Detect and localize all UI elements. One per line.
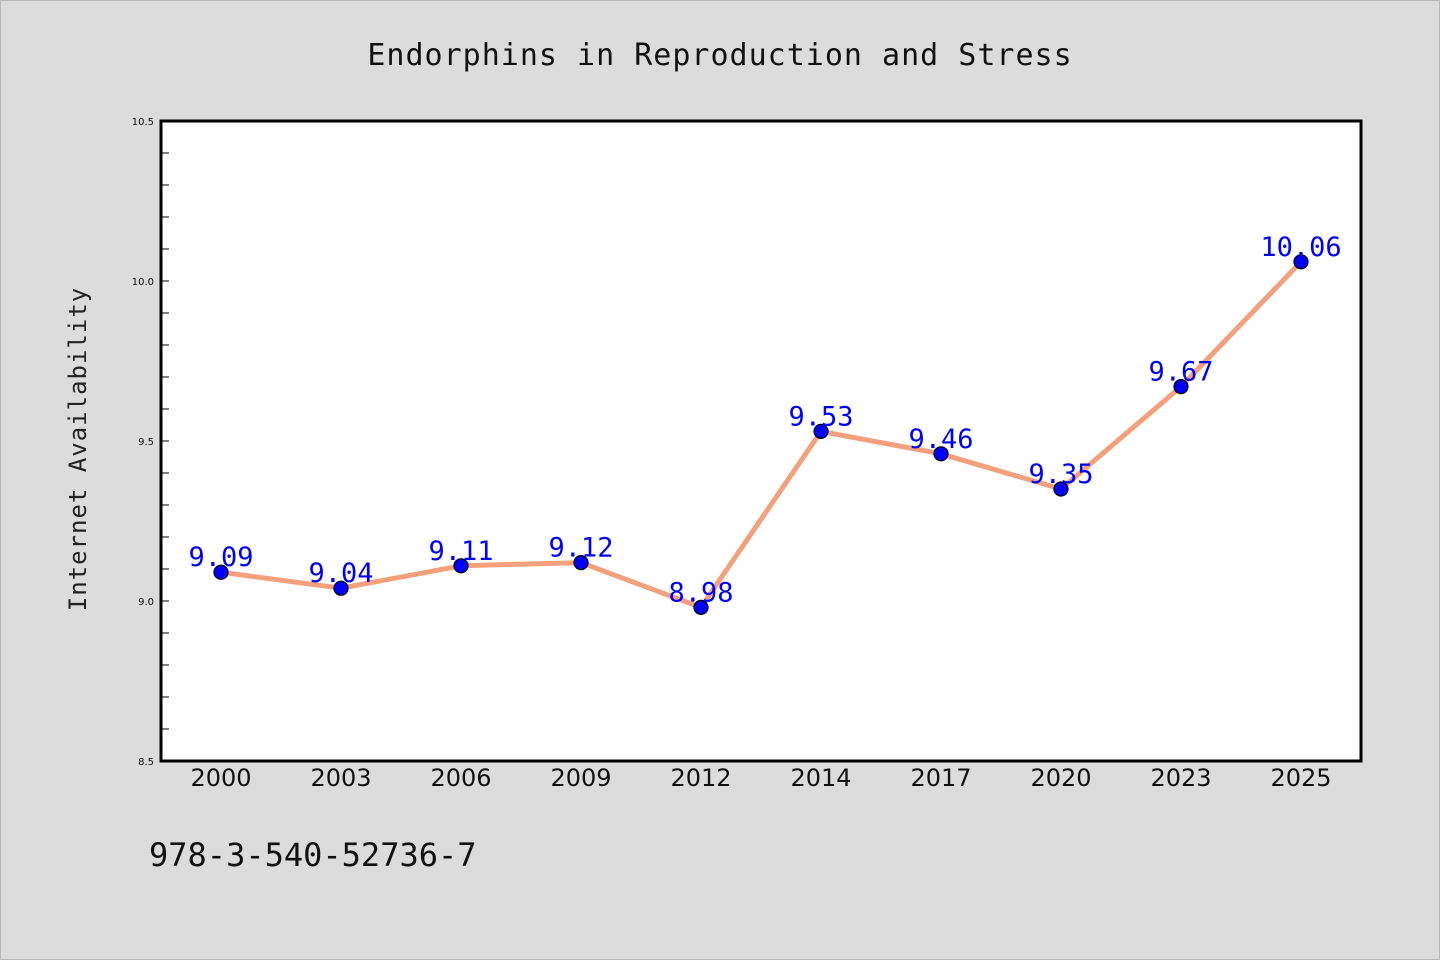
data-label: 10.06 xyxy=(1260,232,1341,263)
y-tick-label: 10.0 xyxy=(132,277,154,288)
data-point xyxy=(573,554,589,571)
data-point xyxy=(933,446,949,462)
data-point xyxy=(813,423,829,439)
data-label: 9.53 xyxy=(788,401,853,432)
x-tick-label: 2003 xyxy=(310,764,371,792)
x-tick-label: 2017 xyxy=(910,764,971,792)
data-point xyxy=(1053,481,1069,497)
data-markers xyxy=(213,254,1309,616)
footer-identifier: 978-3-540-52736-7 xyxy=(149,836,477,874)
x-tick-label: 2014 xyxy=(790,764,851,792)
y-tick-label: 9.5 xyxy=(138,437,154,448)
data-label: 8.98 xyxy=(668,577,733,608)
data-label: 9.04 xyxy=(308,558,373,589)
data-point xyxy=(1173,379,1189,395)
chart-title: Endorphins in Reproduction and Stress xyxy=(367,38,1072,73)
plot-area xyxy=(161,121,1361,761)
data-labels: 9.09 9.04 9.11 9.12 8.98 9.53 9.46 9.35 9.67 10.0… xyxy=(188,232,1341,609)
data-label: 9.67 xyxy=(1148,357,1213,388)
data-point xyxy=(453,558,469,574)
x-tick-label: 2020 xyxy=(1030,764,1091,792)
x-tick-label: 2023 xyxy=(1150,764,1211,792)
x-tick-label: 2000 xyxy=(190,764,251,792)
y-tick-label: 8.5 xyxy=(138,757,154,768)
y-axis-label: Internet Availability xyxy=(64,287,92,611)
data-label: 9.46 xyxy=(908,424,973,455)
x-tick-label: 2006 xyxy=(430,764,491,792)
plot-frame xyxy=(159,119,1363,763)
data-point xyxy=(213,564,229,580)
data-label: 9.35 xyxy=(1028,459,1093,490)
y-tick-label: 9.0 xyxy=(138,597,154,608)
x-tick-label: 2012 xyxy=(670,764,731,792)
y-tick-labels: 8.5 9.0 9.5 10.0 10.5 xyxy=(132,117,154,768)
data-label: 9.11 xyxy=(428,536,493,567)
x-tick-label: 2025 xyxy=(1270,764,1331,792)
data-label: 9.09 xyxy=(188,542,253,573)
series-line xyxy=(218,259,1304,610)
data-point xyxy=(693,599,709,616)
y-tick-label: 10.5 xyxy=(132,117,154,128)
x-tick-labels: 2000 2003 2006 2009 2012 2014 2017 2020 2023 2025 xyxy=(190,764,1331,792)
data-point xyxy=(1293,254,1309,270)
data-label: 9.12 xyxy=(548,533,613,564)
x-tick-label: 2009 xyxy=(550,764,611,792)
data-point xyxy=(333,580,349,596)
